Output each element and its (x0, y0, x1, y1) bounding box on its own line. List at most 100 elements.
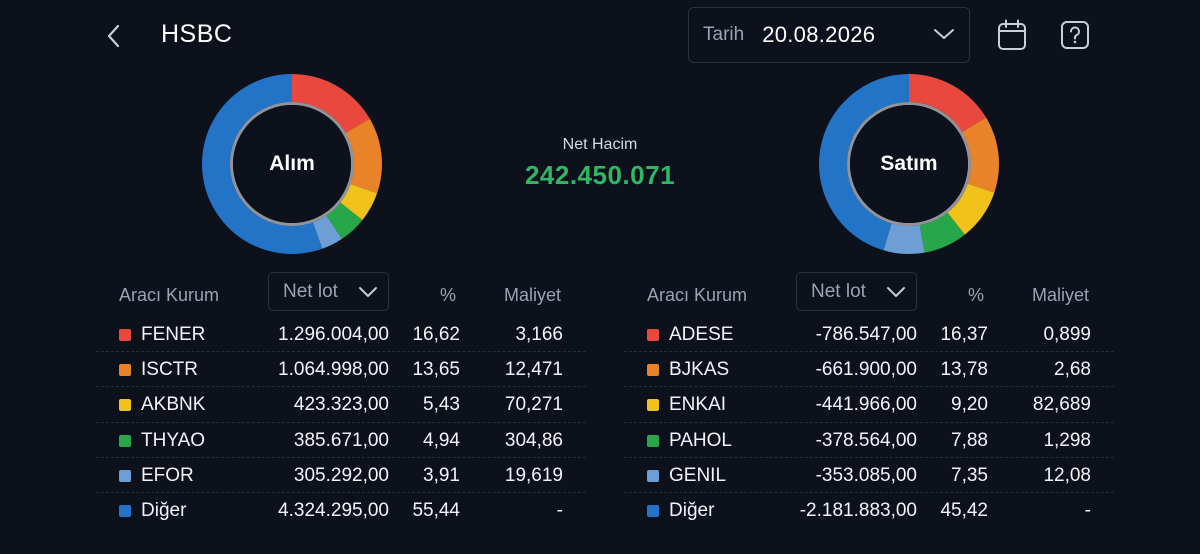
net-volume-label: Net Hacim (562, 136, 638, 153)
color-swatch (119, 399, 131, 412)
percent-value: 16,62 (412, 324, 460, 345)
color-swatch (119, 329, 131, 341)
column-net-lot: Net lot (283, 280, 338, 302)
column-broker: Aracı Kurum (647, 285, 748, 305)
donut-slice-pahol (919, 212, 965, 253)
table-row[interactable]: EFOR 305.292,00 3,91 19,619 (96, 458, 586, 493)
buy-table-body: FENER 1.296.004,00 16,62 3,166 ISCTR 1.0… (96, 317, 586, 528)
table-row[interactable]: Diğer 4.324.295,00 55,44 - (96, 493, 586, 528)
table-row[interactable]: Diğer -2.181.883,00 45,42 - (624, 493, 1114, 528)
cost-value: 19,619 (504, 464, 563, 486)
buy-table: Aracı Kurum Net lot % Maliyet FENER 1.29… (96, 272, 586, 528)
donut-slice-akbnk (340, 184, 378, 221)
net-lot-value: -378.564,00 (815, 429, 917, 451)
donut-slice-diğer (202, 74, 323, 255)
net-lot-value: 4.324.295,00 (278, 499, 389, 521)
donut-hole (850, 105, 968, 223)
cost-value: 12,471 (504, 359, 563, 381)
percent-value: 13,65 (412, 359, 460, 381)
table-row[interactable]: BJKAS -661.900,00 13,78 2,68 (624, 352, 1114, 388)
broker-name: GENIL (669, 464, 727, 486)
donut-slice-diğer (819, 74, 909, 251)
net-lot-value: -786.547,00 (815, 324, 917, 345)
percent-value: 16,37 (940, 324, 988, 345)
calendar-icon (998, 19, 1026, 50)
table-row[interactable]: PAHOL -378.564,00 7,88 1,298 (624, 423, 1114, 458)
cost-value: 0,899 (1043, 324, 1091, 345)
net-lot-sort-dropdown[interactable]: Net lot (268, 272, 389, 311)
table-row[interactable]: FENER 1.296.004,00 16,62 3,166 (96, 317, 586, 353)
table-row[interactable]: AKBNK 423.323,00 5,43 70,271 (96, 387, 586, 423)
net-volume-value: 242.450.071 (524, 160, 676, 190)
donut-slice-enkai (947, 183, 995, 235)
color-swatch (647, 399, 659, 412)
back-button[interactable] (98, 18, 128, 54)
broker-name: BJKAS (669, 359, 730, 381)
color-swatch (647, 364, 659, 377)
donut-slice-efor (312, 215, 342, 249)
net-lot-value: -441.966,00 (815, 394, 917, 416)
date-label: Tarih (703, 24, 745, 45)
donut-slice-bjkas (962, 117, 999, 193)
broker-name: Diğer (669, 499, 715, 521)
cost-value: 70,271 (504, 394, 563, 416)
percent-value: 7,35 (951, 464, 988, 486)
cost-value: - (1084, 499, 1091, 521)
broker-name: Diğer (141, 499, 187, 521)
cost-value: 1,298 (1043, 429, 1091, 451)
table-row[interactable]: ENKAI -441.966,00 9,20 82,689 (624, 387, 1114, 423)
cost-value: 2,68 (1054, 359, 1091, 381)
donut-slice-thyao (326, 202, 363, 239)
column-percent: % (439, 285, 456, 305)
color-swatch (647, 434, 659, 447)
color-swatch (119, 469, 131, 482)
percent-value: 4,94 (423, 429, 460, 451)
help-icon (1061, 21, 1089, 49)
percent-value: 45,42 (940, 499, 988, 521)
sell-table-header: Aracı Kurum Net lot % Maliyet (624, 272, 1114, 317)
color-swatch (647, 504, 659, 517)
page-title: HSBC (161, 20, 233, 48)
broker-name: FENER (141, 324, 206, 345)
color-swatch (647, 329, 659, 341)
sell-table-body: ADESE -786.547,00 16,37 0,899 BJKAS -661… (624, 317, 1114, 528)
sell-donut-chart: Satım (814, 69, 1004, 259)
net-lot-value: 385.671,00 (293, 429, 389, 451)
broker-name: PAHOL (669, 429, 733, 451)
percent-value: 55,44 (412, 499, 460, 521)
help-button[interactable] (1058, 17, 1092, 53)
donut-slice-isctr (345, 118, 382, 194)
table-row[interactable]: THYAO 385.671,00 4,94 304,86 (96, 423, 586, 458)
chevron-left-icon (107, 24, 120, 48)
percent-value: 9,20 (951, 394, 988, 416)
table-row[interactable]: GENIL -353.085,00 7,35 12,08 (624, 458, 1114, 493)
net-lot-value: 423.323,00 (293, 394, 389, 416)
buy-table-header: Aracı Kurum Net lot % Maliyet (96, 272, 586, 317)
broker-name: THYAO (141, 429, 206, 451)
net-lot-value: -2.181.883,00 (799, 499, 917, 521)
cost-value: 3,166 (515, 324, 563, 345)
color-swatch (119, 434, 131, 447)
donut-inner-ring (847, 102, 971, 226)
chevron-down-icon (934, 29, 954, 39)
column-percent: % (967, 285, 984, 305)
net-lot-value: 305.292,00 (293, 464, 389, 486)
date-selector[interactable]: Tarih 20.08.2026 (688, 7, 970, 63)
color-swatch (119, 364, 131, 377)
net-lot-value: 1.064.998,00 (278, 359, 389, 381)
broker-name: ISCTR (141, 359, 198, 381)
cost-value: - (556, 499, 563, 521)
net-lot-sort-dropdown[interactable]: Net lot (796, 272, 917, 311)
date-value: 20.08.2026 (762, 22, 876, 47)
column-cost: Maliyet (503, 285, 561, 305)
donut-slice-fener (292, 74, 370, 133)
table-row[interactable]: ADESE -786.547,00 16,37 0,899 (624, 317, 1114, 353)
column-broker: Aracı Kurum (119, 285, 220, 305)
table-row[interactable]: ISCTR 1.064.998,00 13,65 12,471 (96, 352, 586, 388)
calendar-button[interactable] (995, 17, 1029, 53)
cost-value: 304,86 (504, 429, 563, 451)
donut-slice-genil (883, 223, 925, 254)
broker-name: EFOR (141, 464, 194, 486)
net-lot-value: 1.296.004,00 (278, 324, 389, 345)
net-lot-value: -661.900,00 (815, 359, 917, 381)
